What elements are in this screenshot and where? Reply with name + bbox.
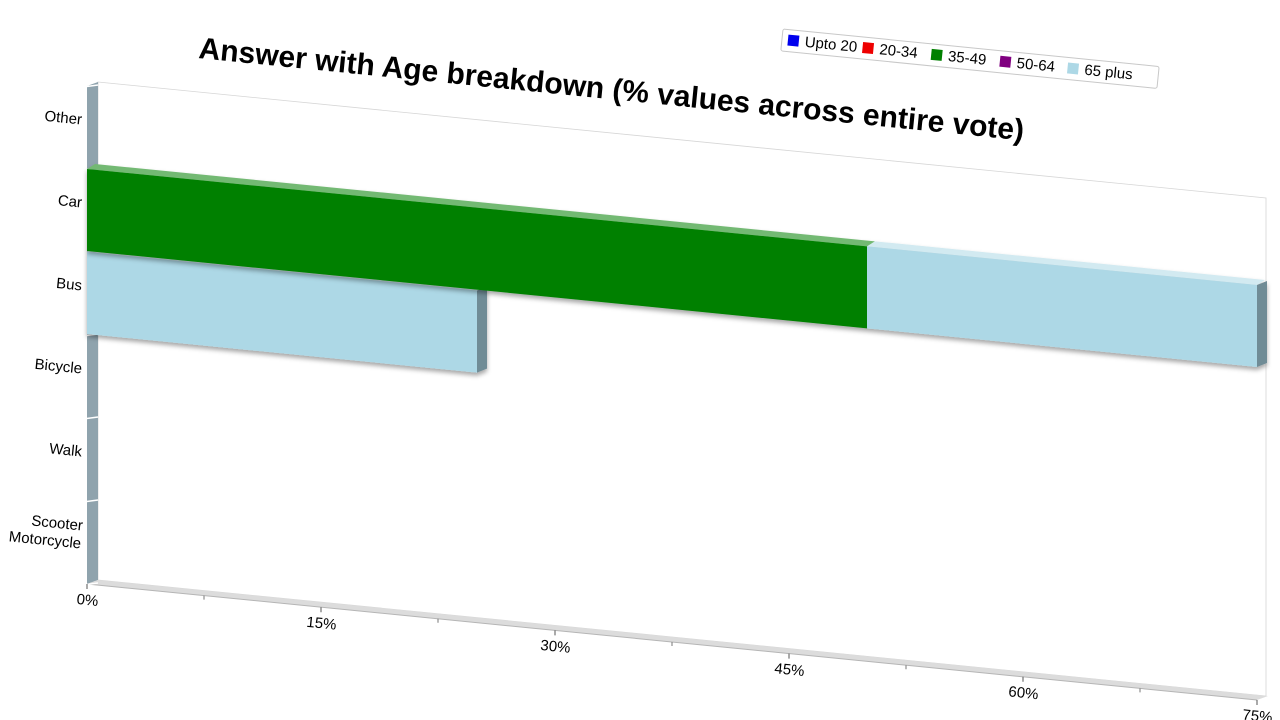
x-axis-ticks: 0% 15% 30% 45% 60% 75%: [76, 584, 1273, 720]
x-tick-label: 15%: [306, 614, 338, 634]
legend-swatch: [930, 48, 943, 61]
legend: Upto 20 20-34 35-49 50-64 65 plus: [780, 28, 1160, 89]
category-separator: [82, 416, 99, 420]
category-label: Car: [57, 192, 83, 211]
x-tick-label: 75%: [1242, 707, 1274, 720]
category-label: Bicycle: [34, 356, 83, 378]
plot-frame: [86, 81, 1268, 701]
category-label: Walk: [48, 440, 83, 460]
bar-segment: [87, 169, 867, 329]
bar-segment: [87, 252, 477, 373]
legend-label: 35-49: [947, 48, 987, 69]
x-tick-label: 60%: [1008, 683, 1040, 703]
x-axis-floor: [87, 580, 1268, 700]
bar-top-face: [87, 164, 875, 247]
legend-label: Upto 20: [804, 34, 858, 56]
category-separator: [82, 582, 99, 586]
x-tick-label: 45%: [774, 660, 806, 680]
legend-label: 65 plus: [1084, 62, 1134, 84]
category-label: Other: [44, 108, 83, 129]
x-tick-label: 0%: [76, 591, 99, 610]
category-label: ScooterMotorcycle: [8, 510, 84, 552]
bar-end-cap: [477, 286, 487, 373]
category-label: Bus: [55, 275, 82, 294]
legend-swatch: [787, 34, 800, 47]
x-tick-label: 30%: [540, 637, 572, 657]
category-separator: [82, 84, 99, 88]
category-labels: Other Car Bus Bicycle Walk ScooterMotorcycle: [8, 108, 84, 553]
plot-wall: [97, 81, 1267, 697]
legend-label: 20-34: [879, 41, 919, 62]
legend-box: [780, 28, 1160, 89]
legend-label: 50-64: [1016, 55, 1056, 76]
category-separator: [82, 499, 99, 503]
legend-swatch: [862, 42, 875, 55]
bars: [87, 164, 1267, 373]
bar-end-cap: [1257, 281, 1267, 367]
bar-top-face: [867, 241, 1265, 285]
legend-swatch: [1066, 62, 1080, 75]
bar-group: [87, 164, 1267, 367]
bar-segment: [867, 246, 1257, 367]
legend-swatch: [999, 55, 1012, 68]
